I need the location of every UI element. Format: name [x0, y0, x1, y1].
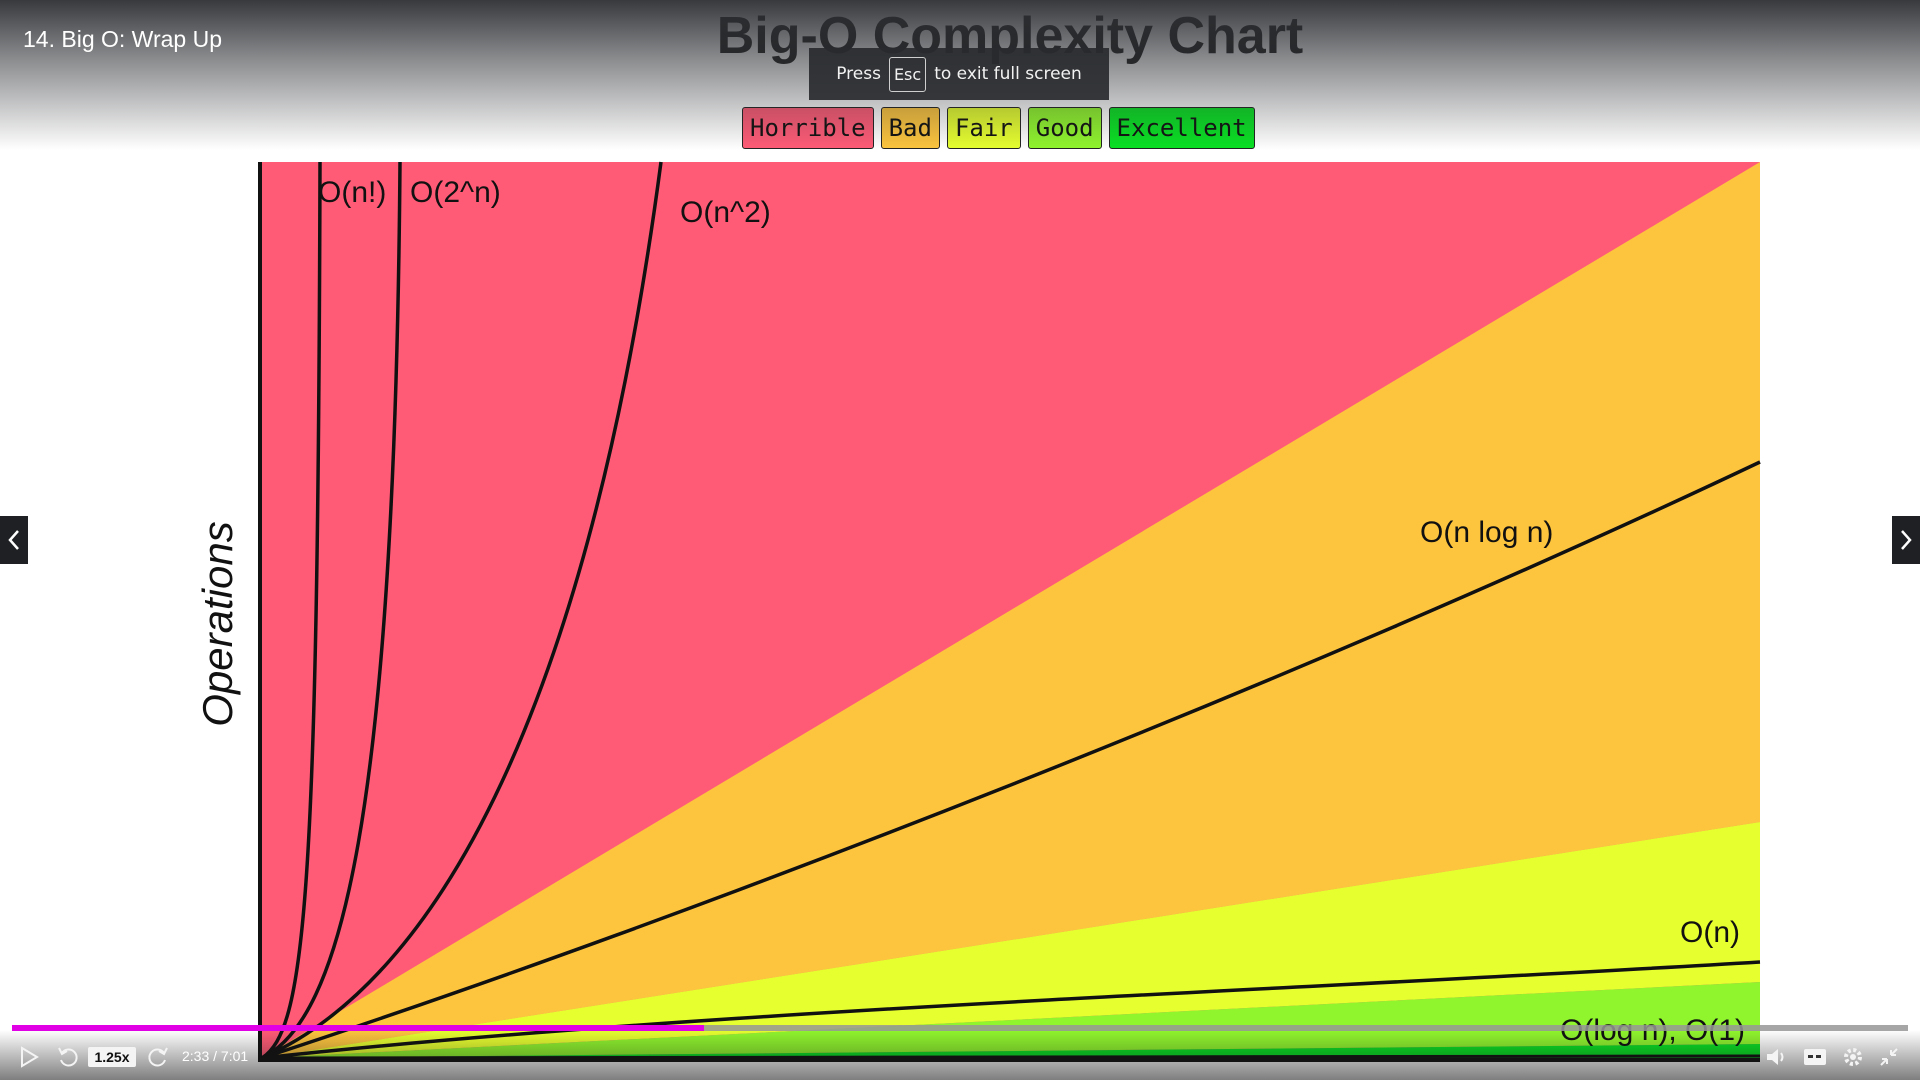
rewind-icon[interactable] — [56, 1045, 80, 1069]
fullscreen-toast: Press Esc to exit full screen — [809, 48, 1109, 100]
previous-lecture-button[interactable] — [0, 516, 28, 564]
progress-bar[interactable] — [12, 1025, 1908, 1031]
curve-linearithmic — [261, 460, 1761, 1060]
playback-speed-button[interactable]: 1.25x — [88, 1047, 136, 1067]
time-display: 2:33 / 7:01 — [182, 1048, 249, 1064]
label-quadratic: O(n^2) — [680, 196, 771, 229]
region-fair — [262, 822, 1760, 1058]
label-linear: O(n) — [1680, 916, 1740, 949]
legend: Horrible Bad Fair Good Excellent — [742, 107, 1255, 149]
chevron-left-icon — [8, 530, 19, 550]
legend-horrible: Horrible — [742, 107, 874, 149]
curve-quadratic — [261, 161, 663, 1060]
lecture-title: 14. Big O: Wrap Up — [23, 26, 222, 52]
label-factorial: O(n!) — [318, 176, 386, 209]
next-lecture-button[interactable] — [1892, 516, 1920, 564]
play-icon[interactable] — [18, 1045, 40, 1069]
legend-bad: Bad — [880, 107, 940, 149]
legend-fair: Fair — [946, 107, 1021, 149]
esc-key: Esc — [888, 56, 927, 92]
label-exponential: O(2^n) — [410, 176, 501, 209]
y-axis-label: Operations — [194, 521, 241, 727]
label-linearithmic: O(n log n) — [1420, 516, 1553, 549]
chevron-right-icon — [1901, 530, 1912, 550]
region-bad — [262, 162, 1760, 1058]
legend-excellent: Excellent — [1108, 107, 1255, 149]
volume-icon[interactable] — [1765, 1046, 1789, 1068]
toast-press-text: Press — [836, 64, 881, 84]
toast-message: to exit full screen — [934, 64, 1082, 84]
legend-good: Good — [1027, 107, 1102, 149]
player-controls — [0, 1030, 1920, 1080]
forward-icon[interactable] — [146, 1045, 170, 1069]
progress-fill — [12, 1025, 705, 1031]
captions-icon[interactable] — [1803, 1047, 1827, 1067]
gear-icon[interactable] — [1841, 1045, 1865, 1069]
exit-fullscreen-icon[interactable] — [1878, 1046, 1900, 1068]
